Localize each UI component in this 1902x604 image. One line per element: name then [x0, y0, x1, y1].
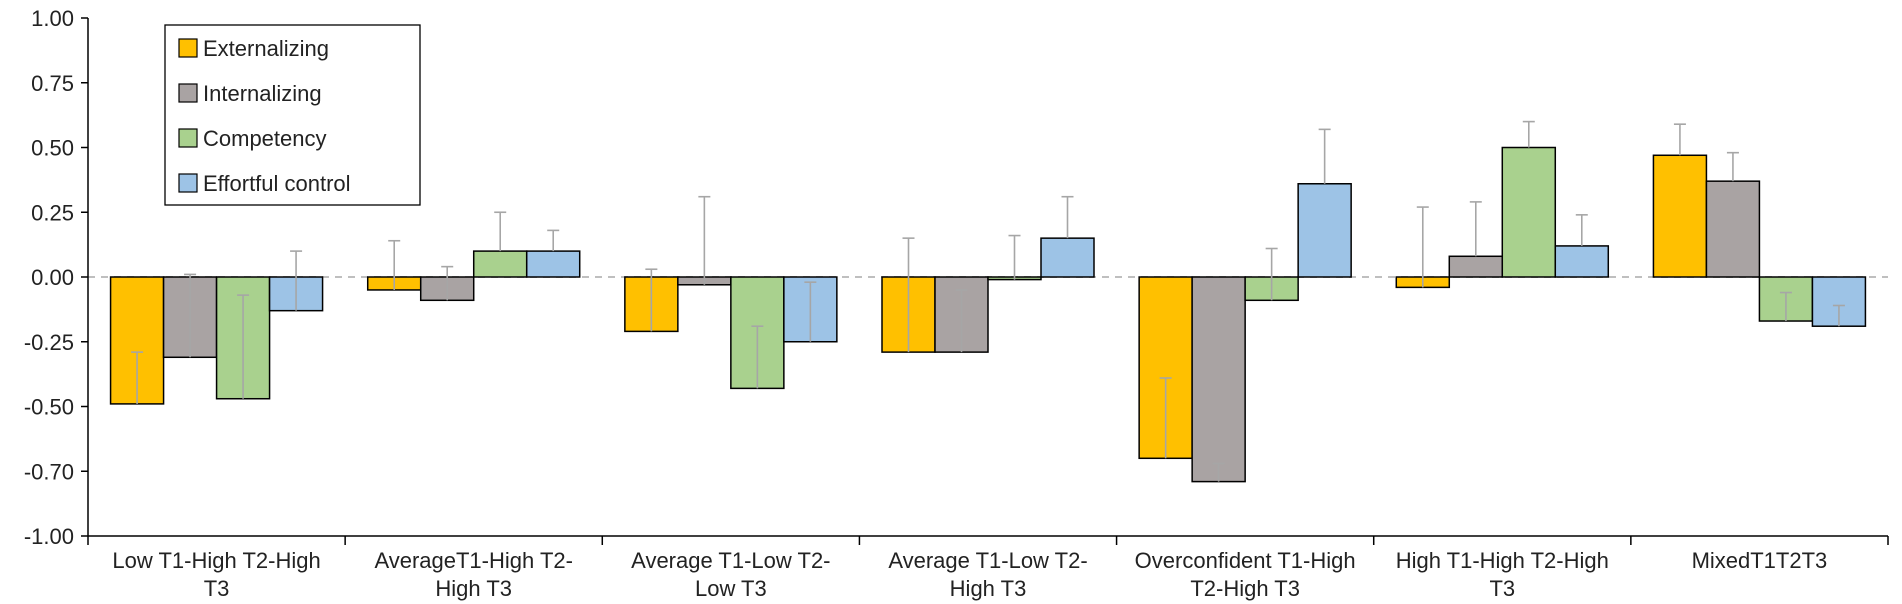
bars-layer [109, 120, 1867, 483]
x-category-label: Low T3 [695, 576, 767, 601]
y-tick-label: 0.00 [31, 265, 74, 290]
x-category-label: High T3 [950, 576, 1027, 601]
bar-4-6 [1554, 245, 1610, 278]
legend-box [164, 24, 421, 206]
legend-label-2: Internalizing [203, 81, 322, 106]
y-tick-label: -0.25 [24, 330, 74, 355]
y-tick-label: -0.50 [24, 395, 74, 420]
axes-layer [81, 17, 1889, 545]
bar-2-7 [1705, 180, 1761, 278]
bar-4-4 [1040, 237, 1095, 278]
legend-swatch-4 [178, 173, 198, 193]
x-category-label: AverageT1-High T2- [374, 548, 573, 573]
y-tick-label: -0.70 [24, 459, 74, 484]
x-category-label: Overconfident T1-High [1135, 548, 1356, 573]
x-category-label: High T1-High T2-High [1396, 548, 1609, 573]
bar-2-6 [1448, 255, 1504, 278]
bar-3-2 [472, 250, 528, 278]
legend-label-3: Competency [203, 126, 327, 151]
x-category-label: Average T1-Low T2- [888, 548, 1087, 573]
x-category-label: Low T1-High T2-High [112, 548, 320, 573]
x-category-label: T3 [204, 576, 230, 601]
bar-4-2 [525, 250, 581, 278]
x-category-label: MixedT1T2T3 [1692, 548, 1828, 573]
legend-swatch-1 [178, 38, 198, 58]
bar-1-7 [1652, 154, 1708, 278]
x-category-label: High T3 [435, 576, 512, 601]
legend-label-4: Effortful control [203, 171, 351, 196]
y-tick-label: 0.50 [31, 136, 74, 161]
x-category-label: Average T1-Low T2- [631, 548, 830, 573]
y-tick-label: 0.25 [31, 200, 74, 225]
legend: Externalizing Internalizing Competency Effo… [164, 24, 421, 206]
y-tick-label: 1.00 [31, 6, 74, 31]
legend-swatch-3 [178, 128, 198, 148]
legend-label-1: Externalizing [203, 36, 329, 61]
labels-layer: 1.00 0.75 0.50 0.25 0.00 -0.25 -0.50 -0.70 -1.00… [24, 6, 1827, 601]
x-category-label: T3 [1489, 576, 1515, 601]
bar-3-6 [1501, 146, 1557, 278]
legend-swatch-2 [178, 83, 198, 103]
x-category-label: T2-High T3 [1190, 576, 1300, 601]
y-tick-label: 0.75 [31, 71, 74, 96]
bar-2-5 [1191, 276, 1246, 483]
bar-4-5 [1297, 183, 1352, 278]
y-tick-label: -1.00 [24, 524, 74, 549]
